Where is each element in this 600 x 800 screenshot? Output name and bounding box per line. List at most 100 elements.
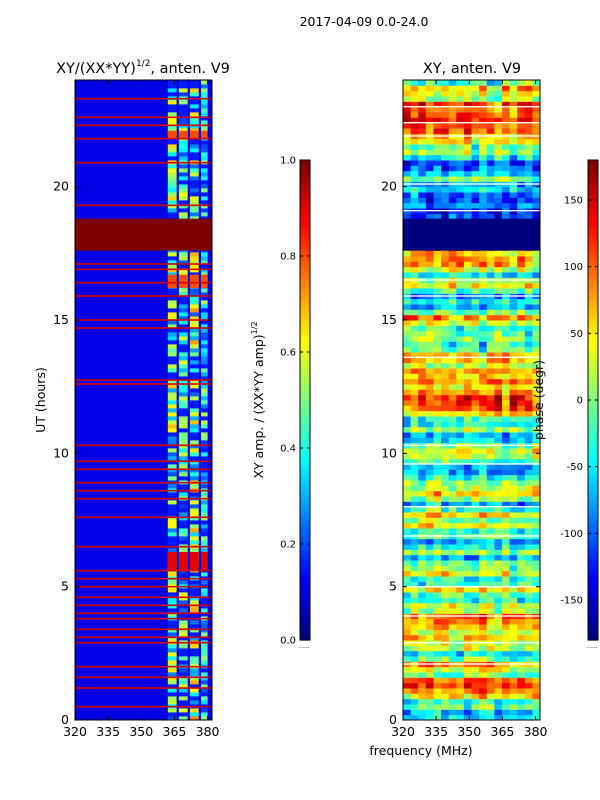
colorbar-swatch — [300, 345, 310, 351]
heatmap-cell — [494, 464, 503, 470]
heatmap-cell — [532, 501, 541, 508]
heatmap-cell — [189, 656, 199, 661]
heatmap-cell — [200, 360, 208, 365]
left-colorbar-gradient — [300, 160, 310, 641]
heatmap-cell — [403, 490, 412, 497]
heatmap-cell — [167, 636, 177, 641]
heatmap-cell — [501, 490, 511, 497]
heatmap-cell — [433, 186, 442, 193]
heatmap-cell — [167, 580, 177, 585]
heatmap-cell — [410, 304, 419, 310]
heatmap-cell — [532, 677, 541, 684]
heatmap-cell — [167, 408, 177, 413]
colorbar-swatch — [300, 450, 310, 456]
heatmap-rfi-row — [75, 665, 212, 668]
heatmap-cell — [178, 624, 188, 629]
heatmap-cell — [200, 376, 208, 381]
heatmap-cell — [403, 85, 412, 92]
heatmap-cell — [178, 200, 188, 205]
heatmap-cell — [418, 677, 427, 684]
heatmap-cell — [479, 298, 488, 305]
heatmap-cell — [494, 144, 503, 150]
heatmap-cell — [425, 592, 434, 598]
heatmap-cell — [532, 528, 541, 534]
heatmap-cell — [532, 101, 541, 108]
heatmap-cell — [532, 650, 541, 657]
heatmap-cell — [494, 282, 503, 289]
heatmap-cell — [501, 474, 511, 481]
colorbar-swatch — [300, 370, 310, 376]
colorbar-tick-label: 0.4 — [280, 444, 296, 455]
heatmap-cell — [486, 256, 495, 262]
heatmap-cell — [494, 314, 503, 321]
heatmap-cell — [433, 522, 442, 529]
heatmap-cell — [501, 250, 511, 257]
heatmap-cell — [167, 256, 177, 261]
heatmap-cell — [418, 576, 427, 582]
heatmap-cell — [494, 634, 503, 641]
heatmap-cell — [403, 373, 412, 380]
heatmap-cell — [509, 341, 518, 348]
heatmap-cell — [524, 698, 533, 705]
heatmap-cell — [479, 330, 488, 337]
heatmap-cell — [471, 576, 480, 582]
heatmap-cell — [501, 650, 511, 657]
heatmap-cell — [509, 389, 518, 396]
heatmap-cell — [471, 256, 480, 262]
colorbar-swatch — [300, 555, 310, 561]
heatmap-cell — [441, 437, 450, 444]
heatmap-cell — [418, 352, 427, 358]
heatmap-cell — [463, 122, 472, 129]
heatmap-cell — [189, 692, 199, 697]
heatmap-cell — [509, 112, 518, 118]
heatmap-cell — [167, 632, 177, 637]
colorbar-swatch — [588, 505, 598, 511]
heatmap-cell — [189, 464, 199, 469]
heatmap-cell — [410, 261, 419, 268]
heatmap-cell — [479, 714, 488, 721]
heatmap-cell — [509, 501, 518, 508]
heatmap-cell — [425, 80, 434, 86]
heatmap-cell — [167, 320, 177, 325]
heatmap-cell — [410, 512, 419, 518]
heatmap-cell — [403, 522, 412, 529]
heatmap-cell — [463, 448, 472, 454]
colorbar-swatch — [300, 595, 310, 601]
heatmap-cell — [463, 309, 472, 316]
heatmap-cell — [501, 272, 511, 278]
heatmap-cell — [441, 549, 450, 556]
heatmap-cell — [410, 554, 419, 561]
heatmap-cell — [178, 272, 188, 277]
heatmap-cell — [524, 693, 533, 700]
colorbar-swatch — [300, 315, 310, 321]
colorbar-swatch — [300, 210, 310, 216]
heatmap-cell — [433, 432, 442, 438]
heatmap-cell — [167, 500, 177, 505]
heatmap-cell — [441, 357, 450, 364]
heatmap-cell — [501, 704, 511, 710]
heatmap-cell — [501, 458, 511, 465]
heatmap-cell — [433, 304, 442, 310]
heatmap-cell — [479, 517, 488, 524]
colorbar-swatch — [588, 540, 598, 546]
heatmap-cell — [433, 496, 442, 502]
heatmap-cell — [167, 668, 177, 673]
heatmap-cell — [167, 208, 177, 213]
heatmap-cell — [189, 604, 199, 609]
heatmap-cell — [448, 677, 457, 684]
heatmap-cell — [486, 197, 495, 204]
heatmap-cell — [167, 644, 177, 649]
heatmap-cell — [517, 400, 526, 406]
heatmap-cell — [403, 160, 412, 166]
colorbar-swatch — [588, 280, 598, 286]
heatmap-cell — [448, 704, 457, 710]
colorbar-swatch — [588, 570, 598, 576]
heatmap-cell — [448, 128, 457, 134]
heatmap-cell — [456, 117, 465, 124]
heatmap-cell — [517, 394, 526, 401]
heatmap-cell — [471, 624, 480, 630]
heatmap-cell — [501, 357, 511, 364]
heatmap-cell — [448, 586, 457, 593]
heatmap-cell — [410, 538, 419, 545]
heatmap-cell — [178, 628, 188, 633]
